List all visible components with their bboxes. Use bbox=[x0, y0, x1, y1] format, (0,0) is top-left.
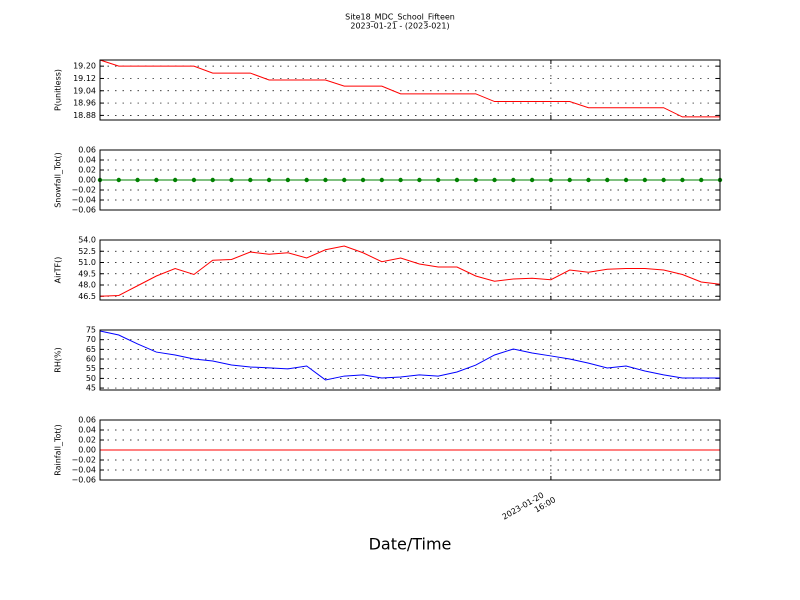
y-tick-label: 48.0 bbox=[78, 281, 96, 290]
y-axis-label: RH(%) bbox=[54, 347, 63, 372]
data-point bbox=[586, 177, 591, 183]
data-point bbox=[229, 177, 234, 183]
data-point bbox=[285, 177, 291, 183]
data-point bbox=[511, 177, 516, 183]
y-tick-label: 0.02 bbox=[78, 436, 96, 445]
plot-frame bbox=[99, 239, 721, 301]
y-tick-label: 65 bbox=[86, 345, 96, 354]
y-tick-label: 19.04 bbox=[73, 86, 96, 95]
plot-frame bbox=[99, 59, 721, 121]
data-point bbox=[567, 177, 572, 183]
y-axis-label: Snowfall_Tot() bbox=[54, 152, 63, 208]
data-point bbox=[304, 177, 309, 183]
data-point bbox=[172, 177, 178, 183]
y-tick-label: 45 bbox=[86, 384, 96, 393]
y-tick-label: 19.12 bbox=[73, 74, 96, 83]
data-point bbox=[699, 177, 704, 183]
y-tick-label: 19.20 bbox=[73, 62, 96, 71]
data-point bbox=[473, 177, 478, 183]
data-point bbox=[398, 177, 403, 183]
x-tick-label: 2023-01-2016:00 bbox=[500, 486, 557, 530]
y-tick-label: 0.06 bbox=[78, 146, 96, 155]
y-tick-label: 0.04 bbox=[78, 426, 96, 435]
y-tick-label: −0.02 bbox=[71, 186, 96, 195]
y-tick-label: 51.0 bbox=[78, 258, 96, 267]
data-point bbox=[417, 177, 422, 183]
y-axis-label: Rainfall_Tot() bbox=[54, 424, 63, 476]
y-axis-label: AirTF() bbox=[54, 257, 63, 284]
data-point bbox=[642, 177, 648, 183]
y-tick-label: 18.96 bbox=[73, 99, 96, 108]
data-point bbox=[680, 177, 685, 183]
data-point bbox=[248, 177, 253, 183]
y-tick-label: 54.0 bbox=[78, 236, 96, 245]
data-point bbox=[154, 177, 159, 183]
data-point bbox=[435, 177, 441, 183]
y-tick-label: 49.5 bbox=[78, 269, 96, 278]
data-point bbox=[529, 177, 535, 183]
data-point bbox=[323, 177, 328, 183]
data-point bbox=[454, 177, 460, 183]
plot-frame bbox=[99, 329, 721, 391]
data-point bbox=[116, 177, 121, 183]
data-line bbox=[99, 245, 721, 297]
y-tick-label: 0.04 bbox=[78, 156, 96, 165]
y-tick-label: 0.00 bbox=[78, 446, 96, 455]
plot-frame bbox=[99, 149, 721, 211]
x-axis-label: Date/Time bbox=[369, 535, 452, 554]
data-point bbox=[623, 177, 629, 183]
y-tick-label: 0.00 bbox=[78, 176, 96, 185]
y-tick-label: −0.06 bbox=[71, 476, 96, 485]
y-axis-label: P(unitless) bbox=[54, 69, 63, 111]
data-line bbox=[99, 59, 720, 118]
data-point bbox=[342, 177, 347, 183]
y-tick-label: 50 bbox=[86, 374, 96, 383]
y-tick-label: 46.5 bbox=[78, 292, 96, 301]
y-tick-label: 70 bbox=[86, 335, 96, 344]
y-tick-label: −0.06 bbox=[71, 206, 96, 215]
chart-title: Site18_MDC_School_Fifteen bbox=[345, 13, 455, 22]
chart-subtitle: 2023-01-21 - (2023-021) bbox=[350, 22, 449, 31]
data-line bbox=[99, 330, 720, 381]
data-point bbox=[360, 177, 366, 183]
data-point bbox=[210, 177, 215, 183]
data-point bbox=[605, 177, 610, 183]
data-point bbox=[135, 177, 140, 183]
data-point bbox=[661, 177, 666, 183]
y-tick-label: −0.02 bbox=[71, 456, 96, 465]
data-point bbox=[492, 177, 497, 183]
y-tick-label: −0.04 bbox=[71, 466, 96, 475]
y-tick-label: 18.88 bbox=[73, 111, 96, 120]
y-tick-label: 52.5 bbox=[78, 247, 96, 256]
data-point bbox=[379, 177, 385, 183]
y-tick-label: 55 bbox=[86, 364, 96, 373]
y-tick-label: 75 bbox=[86, 326, 96, 335]
data-point bbox=[191, 177, 197, 183]
y-tick-label: 60 bbox=[86, 355, 96, 364]
data-point bbox=[548, 177, 554, 183]
y-tick-label: 0.02 bbox=[78, 166, 96, 175]
data-point bbox=[266, 177, 272, 183]
y-tick-label: −0.04 bbox=[71, 196, 96, 205]
y-tick-label: 0.06 bbox=[78, 416, 96, 425]
plot-frame bbox=[99, 419, 721, 481]
